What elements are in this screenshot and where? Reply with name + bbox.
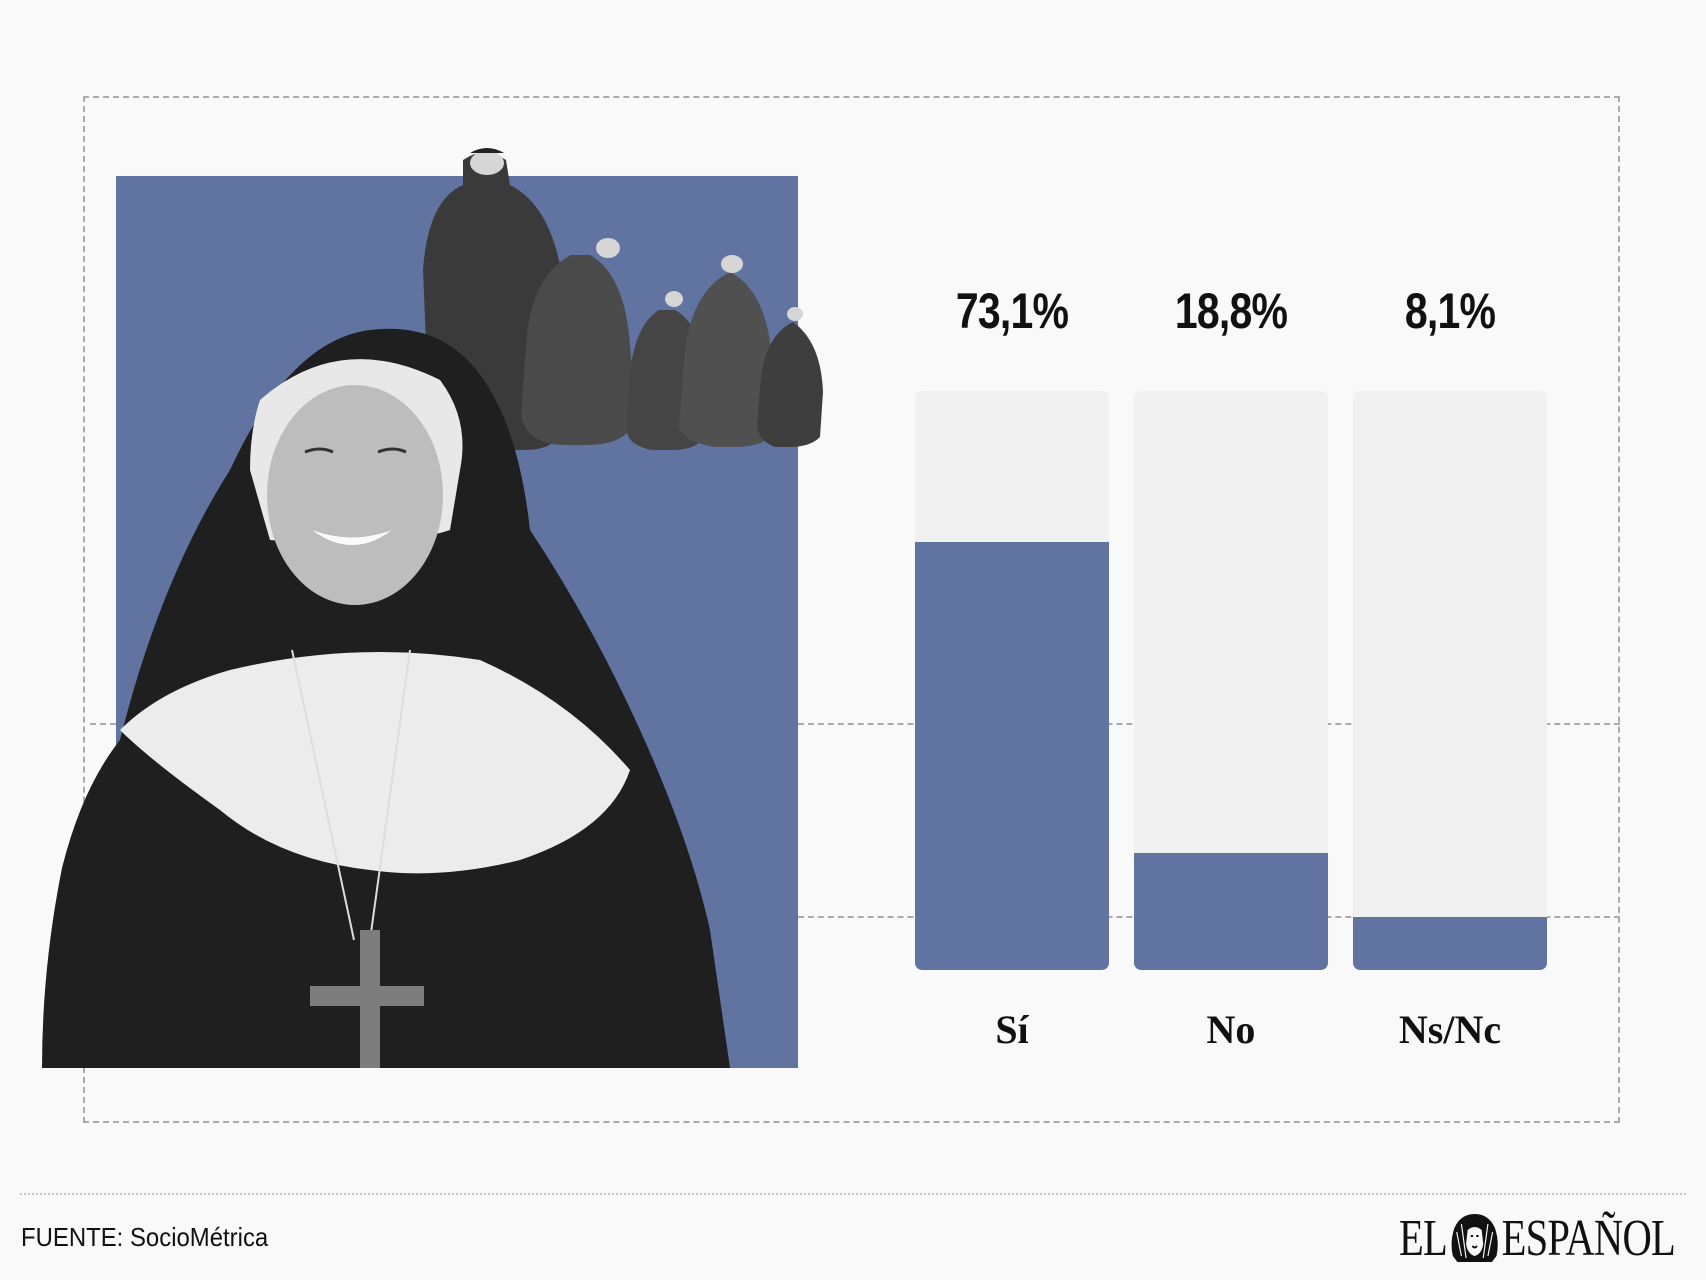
value-label-si: 73,1% — [955, 283, 1069, 339]
value-label-no: 18,8% — [1174, 283, 1288, 339]
bar-fill-nsnc — [1353, 917, 1547, 970]
category-label-nsnc: Ns/Nc — [1398, 1007, 1502, 1052]
logo-text-el: EL — [1399, 1209, 1448, 1267]
illustration-background — [116, 176, 798, 1068]
bar-fill-no — [1134, 853, 1328, 970]
bar-no — [1134, 391, 1328, 970]
category-label-no: No — [1206, 1007, 1256, 1052]
footer-divider — [20, 1193, 1686, 1195]
logo-text-espanol: ESPAÑOL — [1501, 1209, 1676, 1267]
value-label-nsnc: 8,1% — [1404, 283, 1496, 339]
el-espanol-logo: EL ESPAÑOL — [1399, 1209, 1676, 1267]
bar-nsnc — [1353, 391, 1547, 970]
bar-si — [915, 391, 1109, 970]
source-note: FUENTE: SocioMétrica — [21, 1222, 269, 1252]
category-label-si: Sí — [995, 1007, 1029, 1052]
bar-fill-si — [915, 542, 1109, 970]
lion-head-icon — [1451, 1214, 1498, 1262]
